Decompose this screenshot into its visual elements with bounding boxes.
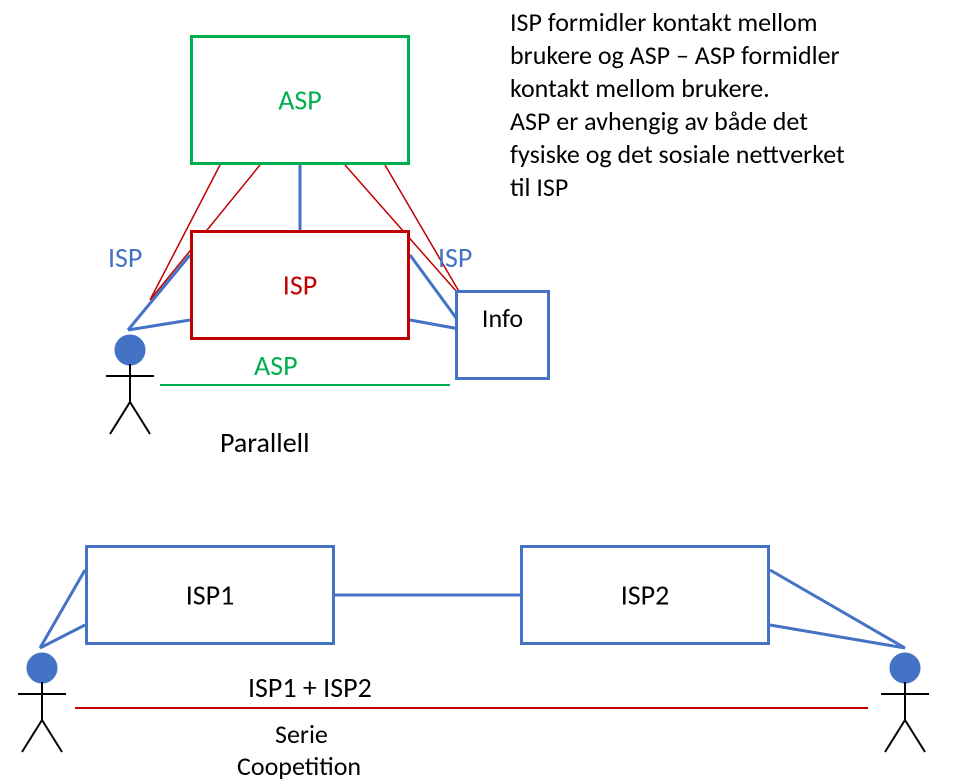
description-line: ASP er avhengig av både det bbox=[510, 105, 845, 138]
stick-figure-bottom-right bbox=[881, 654, 929, 752]
description-line: kontakt mellom brukere. bbox=[510, 72, 845, 105]
isp1-isp2-label: ISP1 + ISP2 bbox=[248, 670, 372, 705]
isp1-box: ISP1 bbox=[85, 545, 335, 645]
asp-top-label: ASP bbox=[278, 83, 322, 118]
diagram-canvas: ASP ISP Info ISP ISP ASP Parallell ISP f… bbox=[0, 0, 959, 763]
description-text: ISP formidler kontakt mellombrukere og A… bbox=[510, 6, 845, 204]
description-line: brukere og ASP – ASP formidler bbox=[510, 39, 845, 72]
bottom-line-left_conn1 bbox=[40, 570, 85, 648]
asp-under-label: ASP bbox=[254, 348, 298, 383]
bottom-line-right_conn1 bbox=[770, 570, 905, 648]
isp2-box: ISP2 bbox=[520, 545, 770, 645]
isp-right-label: ISP bbox=[438, 240, 472, 275]
coopetition-label: Coopetition bbox=[237, 750, 361, 782]
serie-label: Serie bbox=[275, 718, 328, 750]
parallell-label: Parallell bbox=[220, 425, 310, 460]
description-line: til ISP bbox=[510, 171, 845, 204]
description-line: ISP formidler kontakt mellom bbox=[510, 6, 845, 39]
stick-figure-top bbox=[106, 336, 154, 434]
stick-figure-bottom-left bbox=[18, 654, 66, 752]
isp-center-label: ISP bbox=[283, 268, 317, 303]
asp-top-box: ASP bbox=[190, 35, 410, 165]
bottom-line-right_conn2 bbox=[770, 625, 905, 648]
info-box: Info bbox=[455, 290, 550, 380]
top-line-blue_left2 bbox=[128, 320, 190, 330]
info-label: Info bbox=[482, 302, 523, 334]
description-line: fysiske og det sosiale nettverket bbox=[510, 138, 845, 171]
isp2-label: ISP2 bbox=[621, 578, 670, 613]
isp-left-label: ISP bbox=[108, 240, 142, 275]
isp-center-box: ISP bbox=[190, 230, 410, 340]
isp1-label: ISP1 bbox=[186, 578, 235, 613]
bottom-line-left_conn2 bbox=[40, 625, 85, 648]
